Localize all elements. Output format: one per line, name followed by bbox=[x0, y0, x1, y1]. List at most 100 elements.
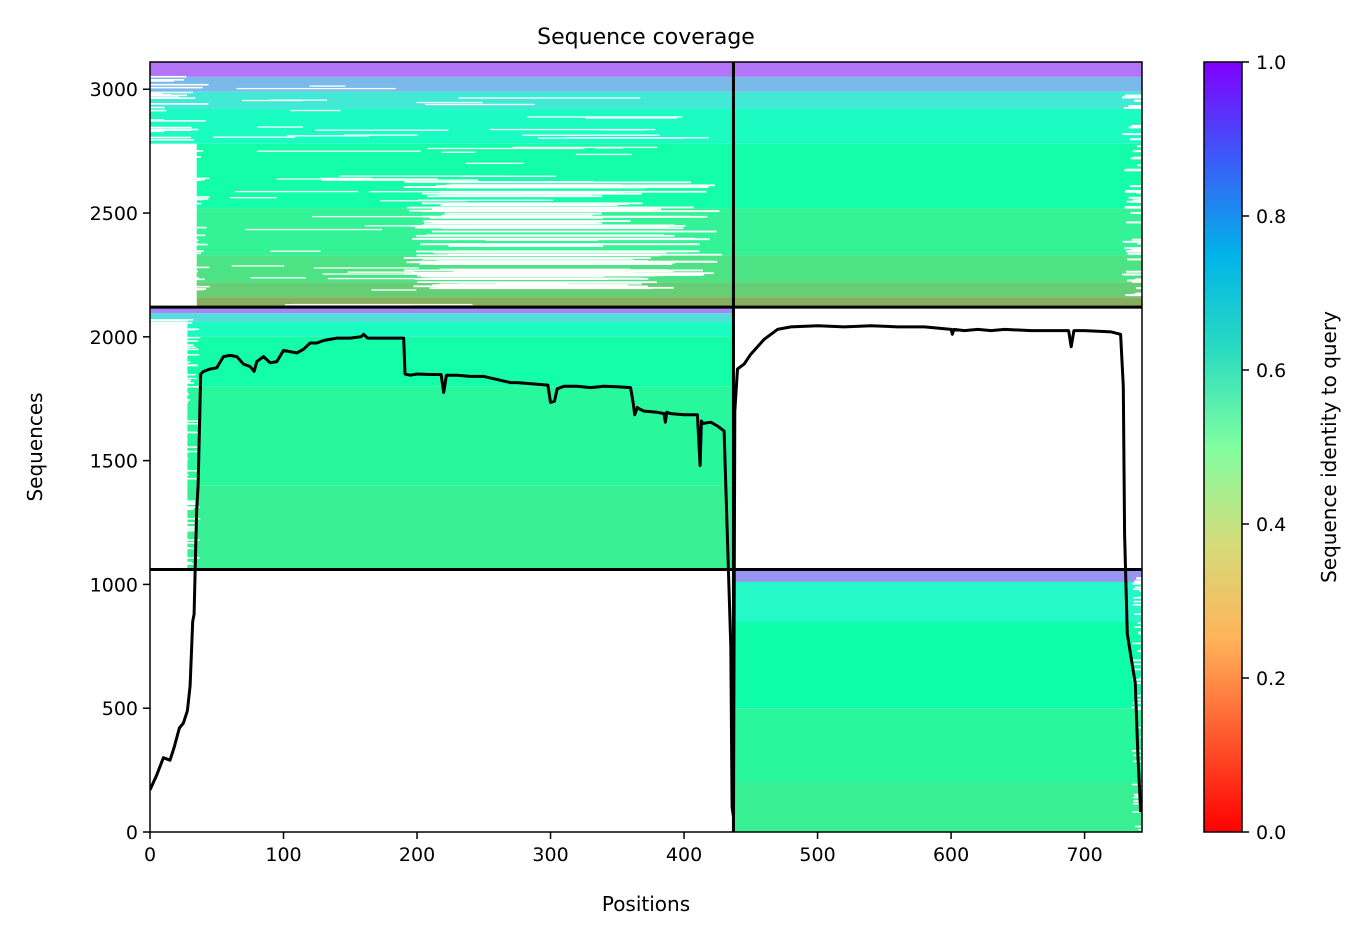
gap-streak bbox=[1132, 642, 1142, 645]
gap-streak bbox=[150, 126, 192, 129]
gap-streak bbox=[150, 354, 188, 356]
gap-streak bbox=[1124, 169, 1142, 172]
gap-streak bbox=[467, 225, 586, 227]
gap-streak bbox=[1132, 150, 1142, 153]
gap-streak bbox=[1132, 588, 1142, 591]
gap-streak bbox=[1126, 270, 1142, 273]
coverage-line bbox=[150, 324, 1142, 819]
gap-streak bbox=[150, 328, 196, 331]
gap-streak bbox=[1135, 707, 1142, 709]
gap-streak bbox=[150, 460, 188, 463]
gap-streak bbox=[150, 130, 164, 133]
gap-streak bbox=[150, 386, 200, 388]
gap-streak bbox=[369, 191, 525, 193]
gap-streak bbox=[1136, 694, 1142, 697]
gap-streak bbox=[1131, 659, 1142, 662]
gap-streak bbox=[150, 399, 191, 401]
gap-streak bbox=[1136, 702, 1142, 704]
gap-streak bbox=[530, 274, 665, 277]
gap-streak bbox=[150, 506, 200, 508]
gap-streak bbox=[150, 91, 193, 94]
identity-band-4 bbox=[150, 143, 1142, 209]
gap-streak bbox=[1135, 292, 1142, 295]
colorbar: 0.0 0.2 0.4 0.6 0.8 1.0 Sequence identity to … bbox=[1203, 52, 1341, 844]
gap-streak bbox=[150, 474, 189, 476]
gap-streak bbox=[1139, 678, 1142, 681]
chart-title: Sequence coverage bbox=[537, 25, 755, 50]
gap-streak bbox=[270, 250, 321, 252]
gap-streak bbox=[150, 322, 193, 324]
gap-streak bbox=[150, 557, 200, 559]
gap-streak bbox=[150, 348, 199, 351]
gap-streak bbox=[427, 234, 664, 237]
gap-streak bbox=[245, 228, 383, 231]
gap-streak bbox=[566, 137, 709, 139]
x-tick-label: 100 bbox=[265, 844, 301, 866]
gap-streak bbox=[449, 238, 605, 241]
gap-streak bbox=[150, 106, 165, 109]
gap-streak bbox=[422, 224, 675, 227]
gap-streak bbox=[150, 319, 194, 321]
gap-streak bbox=[1134, 613, 1142, 616]
gap-streak bbox=[347, 271, 415, 273]
identity-band-15 bbox=[733, 569, 1142, 582]
gap-streak bbox=[339, 175, 505, 177]
gap-streak bbox=[1125, 250, 1142, 253]
gap-streak bbox=[434, 206, 694, 209]
gap-streak bbox=[150, 94, 188, 97]
gap-streak bbox=[150, 446, 199, 448]
gap-streak bbox=[365, 225, 498, 227]
gap-streak bbox=[150, 392, 188, 394]
gap-streak bbox=[150, 340, 199, 342]
x-tick-label: 200 bbox=[399, 844, 435, 866]
gap-streak bbox=[1133, 156, 1142, 159]
x-axis-label: Positions bbox=[602, 892, 690, 916]
gap-streak bbox=[465, 162, 524, 165]
gap-streak bbox=[444, 212, 602, 215]
gap-streak bbox=[213, 136, 296, 138]
gap-streak bbox=[420, 260, 714, 263]
gap-streak bbox=[321, 179, 479, 181]
gap-streak bbox=[1137, 164, 1142, 167]
gap-streak bbox=[427, 147, 585, 150]
gap-streak bbox=[432, 284, 628, 287]
y-tick-label: 1500 bbox=[90, 451, 138, 473]
gap-streak bbox=[1134, 825, 1142, 828]
x-tick-label: 400 bbox=[666, 844, 702, 866]
x-tick-label: 600 bbox=[933, 844, 969, 866]
gap-streak bbox=[150, 477, 200, 480]
gap-streak bbox=[1131, 238, 1142, 241]
gap-streak bbox=[230, 197, 277, 199]
gap-streak bbox=[417, 281, 657, 284]
gap-streak bbox=[1131, 783, 1142, 786]
y-tick-label: 2500 bbox=[90, 203, 138, 225]
gap-streak bbox=[413, 285, 630, 288]
gap-streak bbox=[322, 273, 452, 275]
gap-streak bbox=[512, 146, 658, 149]
gap-streak bbox=[1138, 633, 1142, 635]
gap-streak bbox=[423, 220, 631, 222]
gap-streak bbox=[441, 214, 593, 217]
gap-streak bbox=[1132, 811, 1142, 813]
y-tick-label: 2000 bbox=[90, 327, 138, 349]
gap-streak bbox=[1134, 586, 1142, 589]
gap-streak bbox=[527, 116, 683, 118]
gap-streak bbox=[150, 528, 196, 530]
gap-streak bbox=[1134, 580, 1142, 582]
x-tick-label: 300 bbox=[532, 844, 568, 866]
gap-streak bbox=[421, 273, 659, 276]
gap-streak bbox=[553, 216, 697, 218]
gap-streak bbox=[276, 178, 439, 180]
gap-streak bbox=[455, 250, 700, 253]
gap-streak bbox=[1140, 736, 1142, 739]
gap-streak bbox=[433, 251, 667, 254]
gap-streak bbox=[1138, 677, 1142, 680]
gap-streak bbox=[1133, 802, 1142, 805]
gap-streak bbox=[150, 431, 195, 434]
gap-streak bbox=[1129, 138, 1142, 141]
gap-streak bbox=[150, 538, 189, 540]
gap-streak bbox=[150, 86, 203, 89]
gap-streak bbox=[150, 530, 198, 532]
gap-streak bbox=[150, 136, 191, 139]
gap-streak bbox=[411, 271, 635, 274]
